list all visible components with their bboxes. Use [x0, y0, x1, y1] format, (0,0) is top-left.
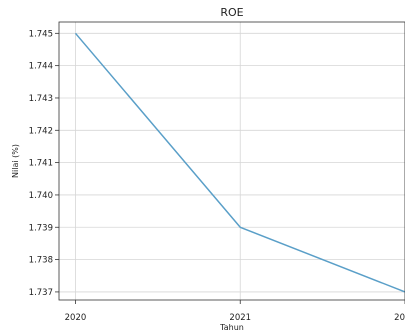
y-tick-label: 1.744	[29, 62, 53, 72]
y-axis-label: Nilai (%)	[11, 144, 20, 178]
x-tick-label: 2022	[394, 313, 405, 323]
y-tick-label: 1.743	[29, 94, 53, 104]
x-axis-label: Tahun	[219, 323, 244, 332]
chart-title: ROE	[220, 6, 243, 19]
ticks: 1.737 1.738 1.739 1.740 1.741 1.742 1.743 1.744…	[29, 29, 405, 323]
y-tick-label: 1.742	[29, 126, 53, 136]
plot-area-frame	[58, 21, 405, 301]
y-tick-label: 1.737	[29, 288, 53, 298]
y-tick-label: 1.741	[29, 159, 53, 169]
series-line-roe	[74, 32, 405, 293]
x-tick-label: 2021	[229, 313, 251, 323]
series-layer	[74, 32, 405, 293]
y-tick-label: 1.740	[29, 191, 53, 201]
x-tick-label: 2020	[65, 313, 87, 323]
y-tick-label: 1.738	[29, 256, 53, 266]
y-tick-label: 1.745	[29, 29, 53, 39]
grid	[59, 22, 405, 300]
y-tick-label: 1.739	[29, 223, 53, 233]
